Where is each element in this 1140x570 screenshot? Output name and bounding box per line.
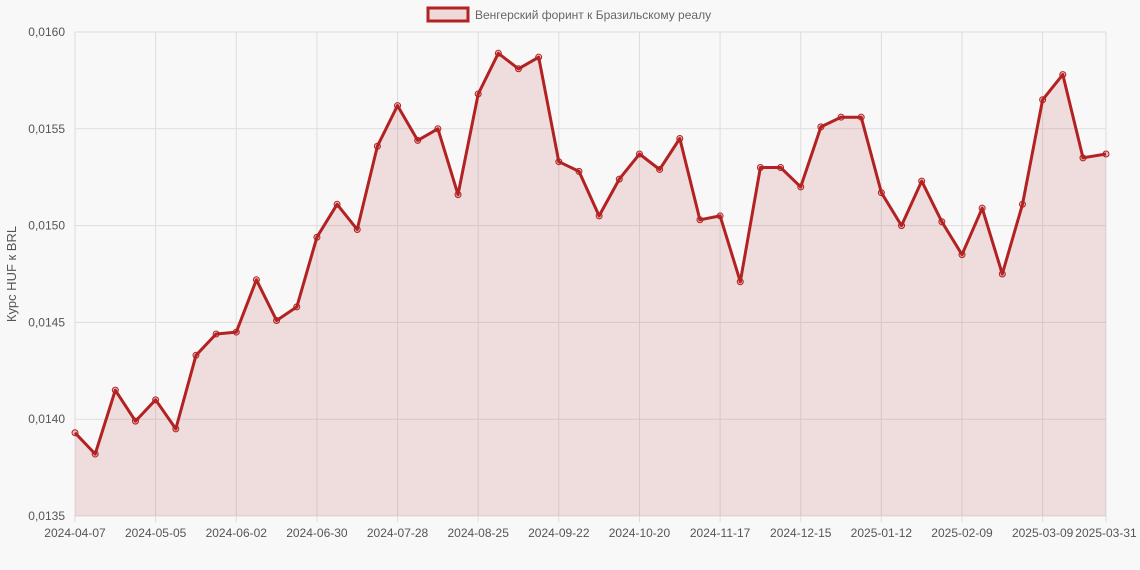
data-point[interactable] [1079,154,1087,162]
legend-swatch [426,6,470,23]
data-point[interactable] [515,65,523,73]
x-tick-label: 2025-02-09 [931,526,993,540]
series-line [73,51,1107,456]
points-layer [71,49,1110,458]
data-point[interactable] [172,425,180,433]
data-point[interactable] [615,175,623,183]
data-point[interactable] [273,316,281,324]
y-axis-ticks: 0,0135 0,0140 0,0145 0,0150 0,0155 0,0160 [28,25,65,523]
x-axis-ticks: 2024-04-07 2024-05-05 2024-06-02 2024-06-30… [44,526,1137,540]
x-tick-label: 2024-12-15 [770,526,832,540]
data-point[interactable] [898,222,906,230]
x-tick-label: 2024-09-22 [528,526,590,540]
data-point[interactable] [394,102,402,110]
data-point[interactable] [434,125,442,133]
y-tick-label: 0,0150 [28,219,65,233]
data-point[interactable] [494,49,502,57]
data-point[interactable] [252,276,260,284]
data-point[interactable] [998,270,1006,278]
line-layer [73,51,1107,456]
y-tick-label: 0,0140 [28,412,65,426]
data-point[interactable] [656,165,664,173]
x-tick-label: 2024-05-05 [125,526,187,540]
data-point[interactable] [373,142,381,150]
y-tick-label: 0,0145 [28,315,65,329]
data-point[interactable] [1018,200,1026,208]
data-point[interactable] [777,164,785,172]
data-point[interactable] [716,212,724,220]
x-tick-label: 2024-11-17 [690,526,751,540]
data-point[interactable] [595,212,603,220]
data-point[interactable] [555,158,563,166]
data-point[interactable] [152,396,160,404]
data-point[interactable] [212,330,220,338]
data-point[interactable] [454,191,462,199]
data-point[interactable] [333,200,341,208]
data-point[interactable] [232,328,240,336]
data-point[interactable] [857,113,865,121]
data-point[interactable] [676,134,684,142]
data-point[interactable] [978,204,986,212]
data-point[interactable] [1102,150,1110,158]
data-point[interactable] [756,164,764,172]
legend[interactable]: Венгерский форинт к Бразильскому реалу [426,6,711,23]
x-tick-label: 2025-03-31 [1075,526,1137,540]
x-tick-label: 2024-10-20 [609,526,671,540]
y-axis-title: Курс HUF к BRL [4,226,19,322]
data-point[interactable] [353,225,361,233]
x-tick-label: 2025-03-09 [1012,526,1074,540]
data-point[interactable] [414,136,422,144]
data-point[interactable] [958,251,966,259]
y-tick-label: 0,0135 [28,509,65,523]
legend-label: Венгерский форинт к Бразильскому реалу [475,8,711,22]
y-tick-label: 0,0160 [28,25,65,39]
data-point[interactable] [1039,96,1047,104]
x-tick-label: 2024-06-02 [206,526,268,540]
data-point[interactable] [293,303,301,311]
data-point[interactable] [918,177,926,185]
x-tick-label: 2024-07-28 [367,526,429,540]
data-point[interactable] [817,123,825,131]
data-point[interactable] [877,189,885,197]
data-point[interactable] [575,167,583,175]
y-tick-label: 0,0155 [28,122,65,136]
x-tick-label: 2025-01-12 [851,526,913,540]
data-point[interactable] [837,113,845,121]
x-tick-label: 2024-06-30 [286,526,348,540]
x-tick-label: 2024-08-25 [447,526,509,540]
grid-lines [74,31,1107,522]
data-point[interactable] [91,450,99,458]
data-point[interactable] [131,417,139,425]
data-point[interactable] [535,53,543,61]
x-tick-label: 2024-04-07 [44,526,106,540]
data-point[interactable] [71,429,79,437]
data-point[interactable] [635,150,643,158]
data-point[interactable] [736,278,744,286]
data-point[interactable] [474,90,482,98]
data-point[interactable] [192,351,200,359]
series-area [75,53,1106,517]
data-point[interactable] [938,218,946,226]
data-point[interactable] [696,216,704,224]
data-point[interactable] [111,386,119,394]
data-point[interactable] [797,183,805,191]
data-point[interactable] [1059,71,1067,79]
data-point[interactable] [313,233,321,241]
area-layer [75,53,1106,517]
